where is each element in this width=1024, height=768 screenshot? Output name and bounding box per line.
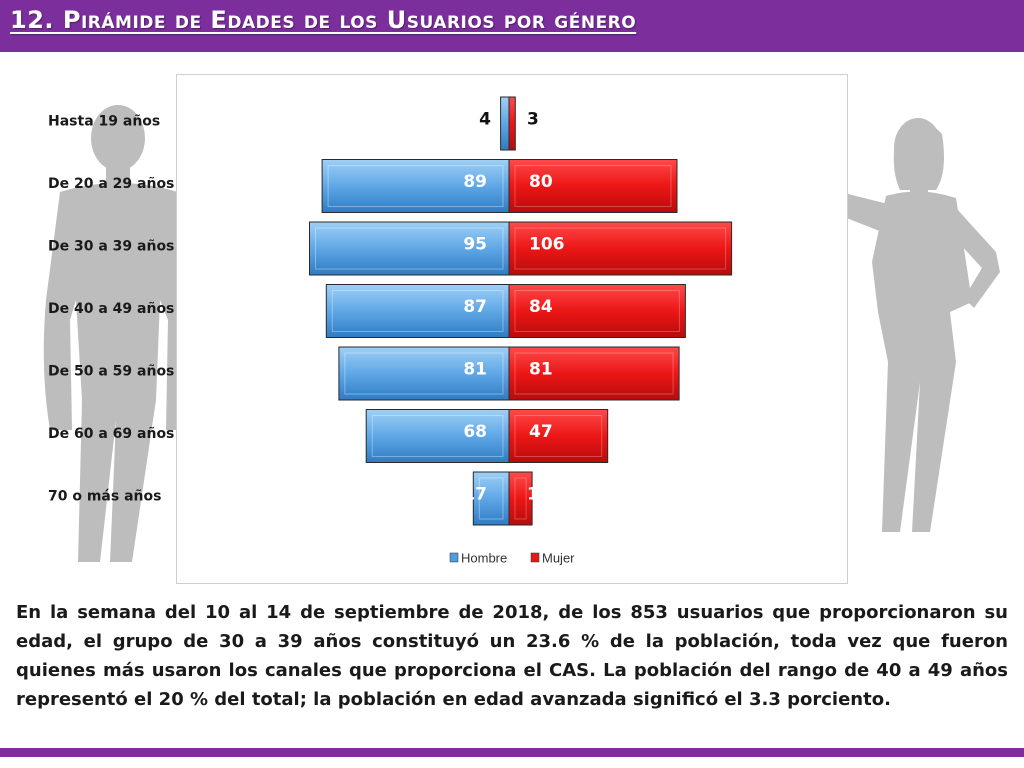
bar-hombre-bevel bbox=[315, 227, 504, 270]
value-label-hombre: 87 bbox=[463, 297, 487, 317]
legend-label-hombre: Hombre bbox=[461, 550, 507, 565]
bar-hombre-bevel bbox=[478, 477, 504, 520]
bar-mujer bbox=[508, 471, 533, 526]
man-silhouette-icon bbox=[43, 105, 194, 562]
legend-swatch-mujer bbox=[530, 552, 540, 563]
value-label-hombre: 68 bbox=[463, 422, 487, 442]
bar-mujer-bevel bbox=[514, 415, 603, 457]
chart-legend: Hombre Mujer bbox=[449, 550, 575, 565]
bar-mujer bbox=[508, 221, 733, 276]
page-title: 12. Pirámide de Edades de los Usuarios p… bbox=[10, 6, 637, 34]
description-paragraph: En la semana del 10 al 14 de septiembre … bbox=[16, 602, 1008, 710]
value-label-hombre: 89 bbox=[463, 172, 487, 192]
category-label: 70 o más años bbox=[48, 489, 161, 505]
bar-mujer bbox=[508, 96, 516, 151]
value-label-hombre: 81 bbox=[463, 360, 487, 380]
category-label: De 30 a 39 años bbox=[48, 239, 174, 255]
bar-hombre bbox=[472, 471, 510, 526]
title-bar: 12. Pirámide de Edades de los Usuarios p… bbox=[0, 0, 1024, 52]
value-label-hombre: 95 bbox=[463, 235, 487, 255]
bar-hombre-bevel bbox=[331, 290, 504, 332]
bar-mujer-bevel bbox=[514, 352, 674, 395]
value-label-mujer: 11 bbox=[527, 485, 551, 505]
value-label-mujer: 47 bbox=[529, 422, 553, 442]
value-label-mujer: 80 bbox=[529, 172, 553, 192]
legend-label-mujer: Mujer bbox=[542, 550, 575, 565]
bar-mujer-bevel bbox=[514, 227, 727, 270]
bar-mujer bbox=[508, 346, 680, 401]
legend-swatch-hombre bbox=[449, 552, 459, 563]
bar-hombre-bevel bbox=[371, 415, 504, 457]
bar-hombre-bevel bbox=[327, 165, 504, 207]
bar-hombre bbox=[365, 409, 510, 463]
category-label: De 40 a 49 años bbox=[48, 301, 174, 317]
bar-hombre bbox=[321, 159, 510, 213]
bar-mujer-bevel bbox=[514, 165, 672, 207]
bar-mujer bbox=[508, 409, 609, 463]
bar-mujer bbox=[508, 159, 678, 213]
bar-mujer bbox=[508, 284, 686, 338]
value-label-hombre: 17 bbox=[463, 485, 487, 505]
value-label-mujer: 84 bbox=[529, 297, 553, 317]
bar-hombre bbox=[325, 284, 510, 338]
bar-hombre bbox=[500, 96, 510, 151]
bar-hombre bbox=[309, 221, 510, 276]
bar-hombre-bevel bbox=[344, 352, 504, 395]
category-label: De 20 a 29 años bbox=[48, 176, 174, 192]
value-label-mujer: 106 bbox=[529, 235, 565, 255]
bar-hombre bbox=[338, 346, 510, 401]
category-label: De 60 a 69 años bbox=[48, 426, 174, 442]
value-label-mujer: 81 bbox=[529, 360, 553, 380]
footer-bar bbox=[0, 748, 1024, 757]
chart-panel: Hasta 19 años De 20 a 29 años De 30 a 39 a… bbox=[48, 74, 848, 584]
bar-mujer-bevel bbox=[514, 290, 680, 332]
pyramid-chart: Hasta 19 años De 20 a 29 años De 30 a 39 a… bbox=[48, 96, 733, 565]
category-label: De 50 a 59 años bbox=[48, 364, 174, 380]
bar-mujer-bevel bbox=[514, 477, 527, 520]
value-label-hombre: 4 bbox=[479, 110, 491, 130]
value-label-mujer: 3 bbox=[527, 110, 539, 130]
category-label: Hasta 19 años bbox=[48, 114, 160, 130]
